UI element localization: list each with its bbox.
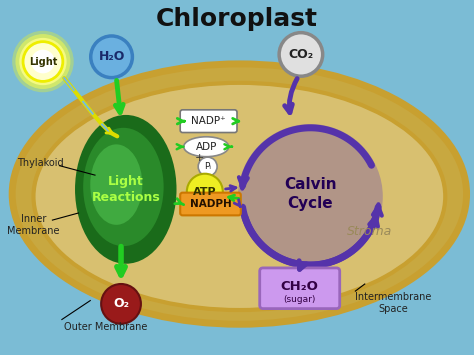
Text: CH₂O: CH₂O [281, 280, 319, 293]
Text: ADP: ADP [196, 142, 217, 152]
Text: Calvin
Cycle: Calvin Cycle [284, 177, 337, 212]
Circle shape [279, 33, 323, 76]
Text: O₂: O₂ [113, 297, 129, 310]
Text: Intermembrane
Space: Intermembrane Space [355, 292, 431, 314]
FancyBboxPatch shape [260, 268, 340, 308]
Ellipse shape [90, 144, 142, 225]
FancyBboxPatch shape [180, 193, 241, 215]
Text: Light: Light [29, 56, 57, 66]
Circle shape [198, 157, 217, 176]
Text: Outer Membrane: Outer Membrane [64, 322, 147, 332]
Text: Pᵢ: Pᵢ [204, 162, 211, 171]
Ellipse shape [83, 128, 164, 246]
Text: Light
Reactions: Light Reactions [91, 175, 160, 204]
Text: +: + [194, 153, 204, 163]
Circle shape [91, 36, 132, 78]
Circle shape [19, 38, 67, 85]
Circle shape [12, 31, 73, 92]
Ellipse shape [76, 116, 175, 263]
Circle shape [238, 124, 383, 269]
Text: Chloroplast: Chloroplast [156, 7, 318, 31]
Ellipse shape [184, 137, 229, 157]
Text: H₂O: H₂O [99, 50, 125, 63]
Text: Stroma: Stroma [347, 225, 392, 239]
Ellipse shape [12, 64, 466, 324]
FancyBboxPatch shape [180, 110, 237, 132]
Ellipse shape [34, 83, 445, 310]
Circle shape [101, 284, 141, 324]
Circle shape [187, 174, 223, 210]
Text: ATP: ATP [193, 187, 217, 197]
Circle shape [31, 50, 55, 73]
Text: Thylakoid: Thylakoid [17, 158, 64, 168]
Text: Inner
Membrane: Inner Membrane [7, 214, 60, 236]
Text: NADPH: NADPH [190, 199, 231, 209]
Text: (sugar): (sugar) [283, 295, 316, 304]
Text: NADP⁺: NADP⁺ [191, 116, 226, 126]
Text: CO₂: CO₂ [288, 48, 313, 61]
Circle shape [16, 34, 70, 89]
Circle shape [23, 42, 63, 81]
